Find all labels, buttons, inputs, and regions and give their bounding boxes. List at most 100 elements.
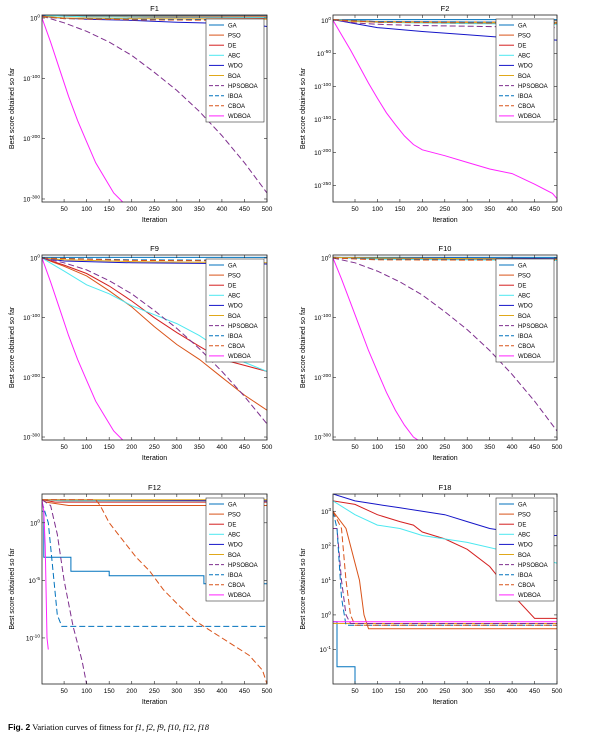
- y-tick-label: 100: [30, 518, 40, 527]
- chart-title: F2: [441, 4, 450, 13]
- x-tick-label: 300: [171, 688, 182, 695]
- y-tick-label: 10-200: [314, 148, 331, 157]
- legend-label-cboa: CBOA: [228, 344, 245, 350]
- x-tick-label: 350: [194, 444, 205, 451]
- legend: GA PSO DE ABC WDO BOA HPSOBOA IBOA CBOA WDBOA: [205, 497, 265, 602]
- x-tick-label: 50: [351, 444, 359, 451]
- series-line-wdboa: [333, 257, 419, 440]
- legend-box: [495, 258, 555, 363]
- series-line-hpsoboa: [42, 257, 267, 425]
- legend-label-wdo: WDO: [228, 64, 243, 70]
- legend-label-abc: ABC: [228, 54, 241, 60]
- y-tick-label: 100: [321, 610, 331, 619]
- y-axis-label: Best score obtained so far: [9, 67, 16, 149]
- x-tick-label: 450: [239, 688, 250, 695]
- legend-box: [205, 497, 265, 602]
- caption-funcs: f1, f2, f9, f10, f12, f18: [135, 722, 210, 732]
- series-line-iboa: [42, 501, 267, 627]
- x-tick-label: 400: [216, 206, 227, 213]
- legend-label-abc: ABC: [518, 54, 531, 60]
- legend-label-wdboa: WDBOA: [518, 354, 541, 360]
- y-axis-label: Best score obtained so far: [300, 67, 307, 149]
- series-line-wdboa: [42, 17, 124, 202]
- legend-label-boa: BOA: [518, 74, 531, 80]
- series-line-hpsoboa: [333, 528, 557, 624]
- series-line-de: [42, 499, 267, 503]
- x-tick-label: 100: [372, 206, 383, 213]
- x-axis-label: Iteration: [142, 699, 167, 706]
- legend: GA PSO DE ABC WDO BOA HPSOBOA IBOA CBOA WDBOA: [495, 258, 555, 363]
- series-line-wdboa: [333, 20, 557, 200]
- y-tick-label: 10-100: [314, 313, 331, 322]
- x-axis-label: Iteration: [142, 217, 167, 224]
- y-tick-label: 10-1: [320, 645, 332, 654]
- x-tick-label: 450: [529, 206, 540, 213]
- x-tick-label: 350: [194, 688, 205, 695]
- legend-label-pso: PSO: [228, 273, 241, 279]
- x-tick-label: 50: [351, 688, 359, 695]
- series-line-pso: [42, 257, 267, 411]
- legend-label-hpsoboa: HPSOBOA: [518, 324, 548, 330]
- legend-label-pso: PSO: [228, 512, 241, 518]
- legend: GA PSO DE ABC WDO BOA HPSOBOA IBOA CBOA WDBOA: [205, 18, 265, 123]
- x-tick-label: 500: [552, 444, 563, 451]
- legend: GA PSO DE ABC WDO BOA HPSOBOA IBOA CBOA WDBOA: [205, 258, 265, 363]
- x-tick-label: 450: [239, 206, 250, 213]
- y-tick-label: 10-200: [314, 373, 331, 382]
- y-tick-label: 102: [321, 541, 331, 550]
- x-tick-label: 400: [507, 444, 518, 451]
- x-tick-label: 150: [394, 688, 405, 695]
- y-tick-label: 100: [30, 253, 40, 262]
- x-tick-label: 250: [149, 688, 160, 695]
- legend-label-abc: ABC: [228, 294, 241, 300]
- y-tick-label: 10-5: [29, 576, 41, 585]
- chart-title: F10: [439, 244, 452, 253]
- legend-label-wdo: WDO: [518, 64, 533, 70]
- series-line-hpsoboa: [333, 19, 557, 29]
- legend-label-hpsoboa: HPSOBOA: [228, 324, 258, 330]
- legend-label-de: DE: [518, 523, 526, 529]
- legend-label-wdboa: WDBOA: [228, 593, 251, 599]
- chart-f9: 50 100 150 200 250 300 350 400 450 500 100 10-100 10…: [9, 244, 273, 462]
- legend-label-cboa: CBOA: [228, 583, 245, 589]
- legend-label-ga: GA: [228, 23, 237, 29]
- legend-label-wdboa: WDBOA: [518, 593, 541, 599]
- x-tick-label: 250: [149, 444, 160, 451]
- x-tick-label: 350: [484, 444, 495, 451]
- x-tick-label: 200: [417, 206, 428, 213]
- x-tick-label: 50: [60, 688, 68, 695]
- x-axis-label: Iteration: [432, 217, 457, 224]
- x-tick-label: 250: [439, 688, 450, 695]
- y-axis-label: Best score obtained so far: [9, 306, 16, 388]
- series-line-wdo: [42, 257, 267, 265]
- x-tick-label: 100: [372, 688, 383, 695]
- legend-label-pso: PSO: [518, 33, 531, 39]
- chart-f2: 50 100 150 200 250 300 350 400 450 500 100 10-50 10-…: [300, 4, 563, 224]
- x-tick-label: 400: [216, 444, 227, 451]
- series-line-pso: [333, 510, 557, 630]
- y-tick-label: 10-100: [23, 313, 40, 322]
- x-tick-label: 500: [262, 206, 273, 213]
- y-tick-label: 10-200: [23, 134, 40, 143]
- chart-f1: 50 100 150 200 250 300 350 400 450 500 100 10-100 10…: [9, 4, 273, 224]
- legend-label-wdo: WDO: [518, 543, 533, 549]
- x-tick-label: 300: [462, 444, 473, 451]
- series-line-hpsoboa: [42, 499, 88, 684]
- legend-label-wdboa: WDBOA: [228, 354, 251, 360]
- y-axis-label: Best score obtained so far: [9, 548, 16, 630]
- legend: GA PSO DE ABC WDO BOA HPSOBOA IBOA CBOA WDBOA: [495, 18, 555, 123]
- x-tick-label: 500: [262, 444, 273, 451]
- legend-label-cboa: CBOA: [228, 104, 245, 110]
- legend-label-wdboa: WDBOA: [228, 114, 251, 120]
- legend-label-iboa: IBOA: [518, 94, 532, 100]
- y-tick-label: 10-300: [23, 433, 40, 442]
- x-tick-label: 200: [417, 444, 428, 451]
- legend-label-iboa: IBOA: [228, 573, 242, 579]
- legend-label-boa: BOA: [518, 314, 531, 320]
- legend-label-boa: BOA: [228, 553, 241, 559]
- legend-label-iboa: IBOA: [518, 573, 532, 579]
- chart-f10: 50 100 150 200 250 300 350 400 450 500 100 10-100 10…: [300, 244, 563, 462]
- legend-label-pso: PSO: [518, 273, 531, 279]
- y-tick-label: 100: [30, 14, 40, 23]
